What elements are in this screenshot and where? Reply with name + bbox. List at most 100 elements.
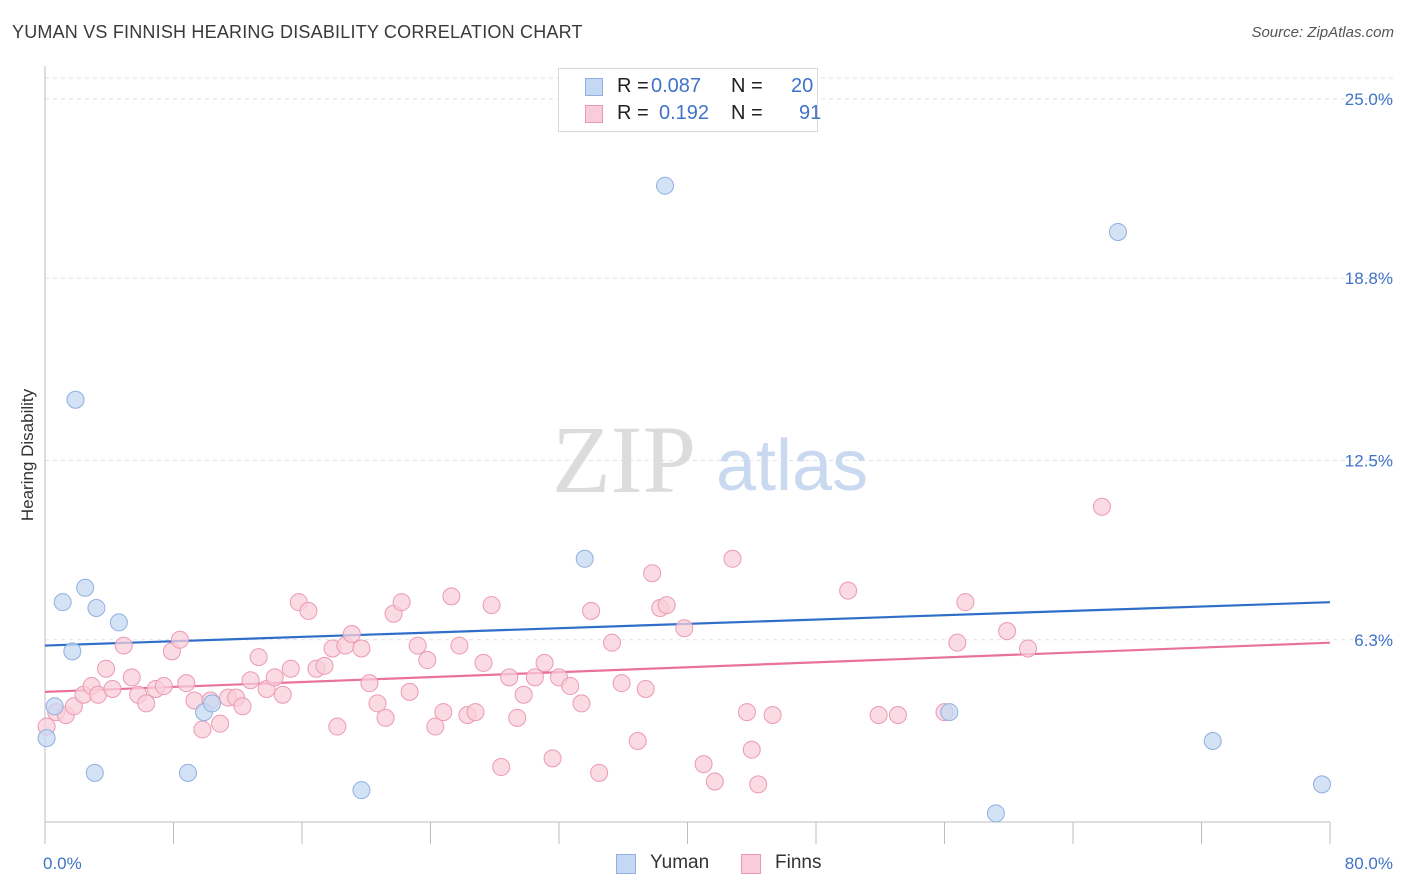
finns-point-72 — [643, 564, 662, 583]
finns-point-91 — [1092, 497, 1111, 516]
finns-point-84 — [869, 705, 888, 724]
finns-point-10 — [122, 668, 141, 687]
yuman-point-5 — [76, 578, 95, 597]
finns-r-value: 0.192 — [659, 102, 710, 124]
finns-point-41 — [368, 694, 387, 713]
yuman-point-14 — [656, 176, 675, 195]
finns-point-42 — [376, 708, 395, 727]
finns-point-29 — [273, 685, 292, 704]
finns-n-value: 91 — [799, 102, 822, 124]
finns-point-59 — [514, 685, 533, 704]
finns-point-87 — [948, 633, 967, 652]
finns-point-21 — [211, 714, 230, 733]
watermark: ZIP atlas — [552, 406, 868, 513]
finns-r-label: R = — [617, 102, 649, 124]
yuman-r-value: 0.087 — [651, 75, 702, 97]
y-tick-label-3: 25.0% — [1345, 90, 1393, 109]
finns-point-46 — [408, 636, 427, 655]
finns-point-36 — [328, 717, 347, 736]
finns-point-77 — [705, 772, 724, 791]
yuman-point-2 — [53, 593, 72, 612]
finns-point-74 — [657, 596, 676, 615]
finns-point-50 — [442, 587, 461, 606]
finns-point-88 — [956, 593, 975, 612]
finns-point-83 — [839, 581, 858, 600]
finns-point-38 — [342, 625, 361, 643]
yuman-point-18 — [1203, 732, 1222, 751]
yuman-point-7 — [87, 598, 106, 617]
finns-point-28 — [265, 668, 284, 687]
yuman-point-4 — [66, 390, 85, 409]
data-points — [37, 176, 1331, 823]
finns-point-48 — [426, 717, 445, 736]
finns-point-34 — [315, 656, 334, 675]
finns-point-8 — [103, 679, 122, 698]
finns-point-56 — [492, 758, 511, 777]
yuman-legend-label: Yuman — [650, 852, 710, 873]
finns-point-9 — [114, 636, 133, 655]
yuman-r-label: R = — [617, 75, 649, 97]
yuman-n-label: N = — [731, 75, 763, 97]
yuman-point-1 — [45, 697, 64, 716]
finns-point-61 — [535, 653, 554, 672]
finns-point-89 — [998, 622, 1017, 641]
y-tick-label-1: 12.5% — [1345, 451, 1393, 470]
finns-point-30 — [281, 659, 300, 678]
finns-point-58 — [508, 708, 527, 727]
axes — [44, 66, 1331, 844]
yuman-swatch — [585, 78, 603, 96]
finns-point-14 — [154, 677, 173, 696]
finns-point-68 — [603, 633, 622, 652]
finns-point-64 — [561, 677, 580, 696]
watermark-zip: ZIP — [552, 406, 696, 513]
finns-point-81 — [749, 775, 768, 794]
finns-point-40 — [360, 674, 379, 693]
y-axis-label: Hearing Disability — [18, 388, 37, 521]
finns-point-24 — [233, 697, 252, 716]
finns-point-32 — [299, 601, 318, 620]
finns-point-85 — [888, 705, 907, 724]
finns-point-53 — [466, 703, 485, 722]
trend-lines — [44, 601, 1331, 693]
finns-point-80 — [742, 740, 761, 759]
finns-point-25 — [241, 671, 260, 690]
yuman-point-6 — [85, 763, 104, 782]
finns-point-26 — [249, 648, 268, 667]
yuman-point-17 — [1108, 222, 1127, 241]
stats-legend: R = 0.087 N = 20 R = 0.192 N = 91 — [558, 68, 822, 132]
yuman-point-19 — [1312, 775, 1331, 794]
finns-point-70 — [628, 732, 647, 751]
finns-point-51 — [450, 636, 469, 655]
finns-point-76 — [694, 755, 713, 774]
yuman-legend-swatch — [616, 854, 636, 874]
yuman-point-8 — [109, 613, 128, 632]
finns-point-45 — [400, 682, 419, 701]
finns-point-82 — [763, 705, 782, 724]
yuman-point-15 — [940, 703, 959, 722]
finns-point-49 — [434, 703, 453, 722]
finns-legend-label: Finns — [775, 852, 822, 873]
finns-n-label: N = — [731, 102, 763, 124]
finns-point-16 — [170, 630, 189, 649]
grid-lines — [45, 77, 1395, 641]
x-tick-label-max: 80.0% — [1345, 854, 1393, 873]
finns-point-54 — [474, 653, 493, 672]
finns-point-71 — [636, 679, 655, 698]
yuman-point-13 — [575, 549, 594, 568]
finns-legend-swatch — [741, 854, 761, 874]
yuman-point-11 — [203, 694, 222, 713]
finns-point-67 — [590, 763, 609, 782]
y-tick-label-0: 6.3% — [1354, 631, 1393, 650]
finns-point-17 — [177, 674, 196, 693]
x-tick-label-min: 0.0% — [43, 854, 82, 873]
yuman-point-0 — [37, 729, 56, 748]
chart-source: Source: ZipAtlas.com — [1251, 24, 1394, 41]
finns-point-62 — [543, 749, 562, 768]
finns-trend-line — [44, 641, 1331, 693]
finns-point-47 — [418, 651, 437, 670]
yuman-n-value: 20 — [791, 75, 814, 97]
finns-point-39 — [352, 639, 371, 658]
finns-point-55 — [482, 596, 501, 615]
finns-point-79 — [737, 703, 756, 722]
